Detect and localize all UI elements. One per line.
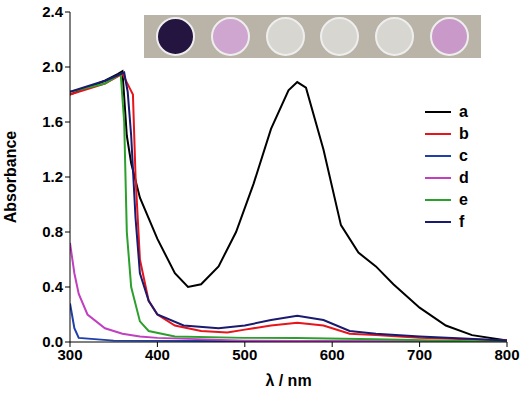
svg-text:500: 500: [232, 346, 257, 363]
svg-text:Absorbance: Absorbance: [2, 131, 19, 224]
svg-text:600: 600: [320, 346, 345, 363]
svg-text:λ / nm: λ / nm: [265, 372, 311, 389]
html-text:f: f: [459, 213, 465, 231]
svg-text:400: 400: [145, 346, 170, 363]
svg-text:1.6: 1.6: [42, 113, 63, 130]
svg-text:0.8: 0.8: [42, 223, 63, 240]
svg-text:700: 700: [407, 346, 432, 363]
html-text:e: e: [459, 191, 468, 209]
svg-text:0.0: 0.0: [42, 333, 63, 350]
svg-text:1.2: 1.2: [42, 168, 63, 185]
html-text:c: c: [459, 147, 468, 165]
html-text:a: a: [459, 103, 468, 121]
html-text:d: d: [459, 169, 469, 187]
svg-text:2.0: 2.0: [42, 58, 63, 75]
svg-text:300: 300: [57, 345, 83, 363]
html-text:b: b: [459, 125, 469, 143]
svg-text:2.4: 2.4: [42, 3, 64, 20]
svg-text:0.4: 0.4: [42, 278, 64, 295]
svg-text:800: 800: [494, 346, 519, 363]
